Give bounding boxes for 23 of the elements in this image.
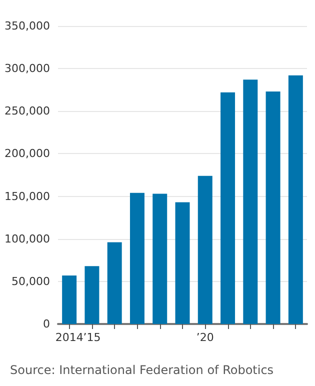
x-tick-label: ’15 — [83, 331, 101, 344]
y-tick-label: 150,000 — [4, 190, 50, 203]
y-tick-label: 300,000 — [4, 62, 50, 76]
y-tick-label: 0 — [43, 318, 50, 330]
bar — [107, 242, 122, 324]
bar — [130, 192, 144, 324]
bar — [152, 194, 168, 324]
y-tick-label: 250,000 — [4, 104, 50, 118]
bar — [84, 266, 100, 324]
source-note: Source: International Federation of Robotics — [10, 363, 274, 377]
x-tick-label: 2014 — [55, 331, 84, 344]
y-tick-label: 350,000 — [4, 20, 50, 32]
bar — [220, 92, 236, 324]
bar — [198, 176, 212, 324]
y-tick-label: 100,000 — [4, 232, 50, 246]
bar — [266, 92, 280, 324]
y-tick-label: 50,000 — [12, 274, 50, 288]
bar — [175, 202, 190, 324]
bar — [243, 80, 258, 324]
x-tick-label: ’20 — [196, 331, 214, 344]
bar — [288, 75, 303, 324]
bar — [62, 275, 77, 324]
y-tick-label: 200,000 — [4, 147, 50, 160]
